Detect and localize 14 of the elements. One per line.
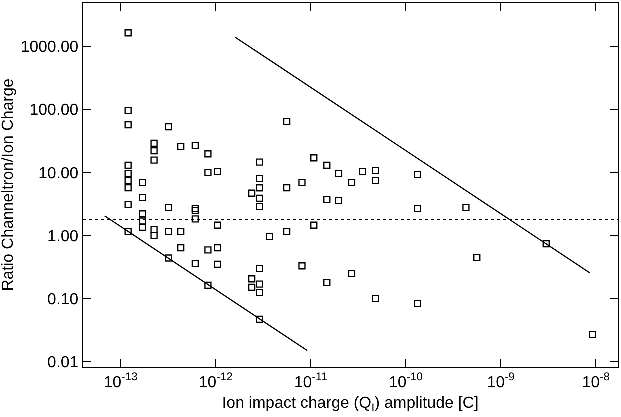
y-tick-label: 1.00: [48, 228, 79, 246]
x-tick-label: 10$^{-8}$: [582, 372, 610, 392]
x-tick-label: 10$^{-10}$: [389, 372, 423, 392]
x-axis-title: Ion impact charge (Q$_{I}$) amplitude [C]: [222, 395, 479, 414]
x-tick-label: 10$^{-13}$: [104, 372, 138, 392]
x-tick-label: 10$^{-9}$: [487, 372, 515, 392]
x-tick-label: 10$^{-11}$: [294, 372, 328, 392]
y-tick-label: 10.00: [38, 165, 79, 182]
y-tick-label: 0.10: [48, 291, 79, 308]
y-tick-label: 100.00: [30, 102, 79, 120]
y-axis-title: Ratio Channeltron/Ion Charge: [0, 78, 17, 292]
x-tick-label: 10$^{-12}$: [198, 372, 233, 392]
y-tick-label: 0.01: [48, 354, 79, 372]
y-tick-label: 1000.00: [20, 39, 79, 56]
